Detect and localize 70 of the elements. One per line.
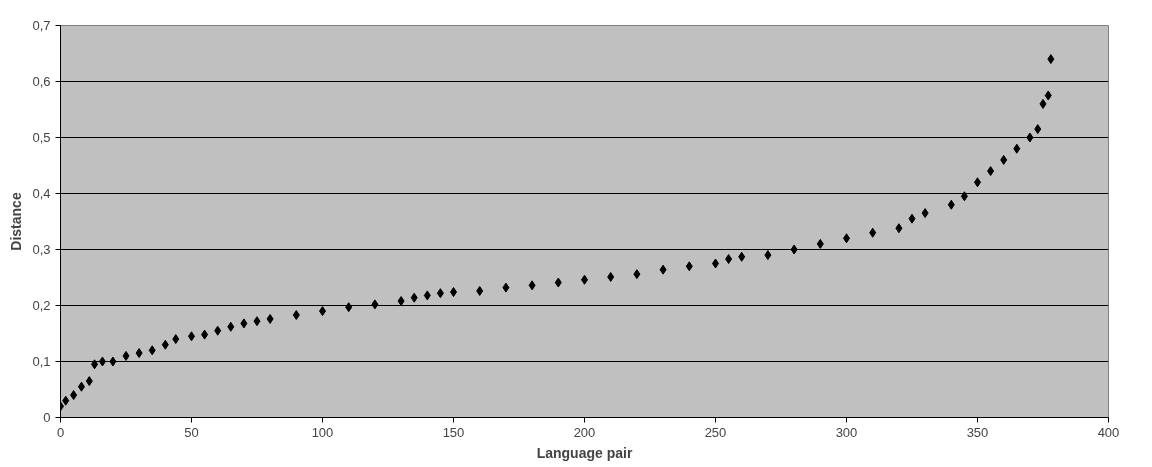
point [201,329,209,340]
point [135,348,143,359]
point [436,288,444,299]
point [685,261,693,272]
point [1044,90,1052,101]
point [476,285,484,296]
point [908,213,916,224]
point [987,166,995,177]
y-axis-title: Distance [8,192,25,251]
y-tick-label: 0 [43,410,51,425]
x-tick-label: 300 [835,424,858,440]
point [554,277,562,288]
y-tick-label: 0,6 [32,74,51,89]
point [1039,98,1047,109]
y-tick-label: 0,5 [32,130,51,145]
point [253,316,261,327]
point [240,318,248,329]
point [410,292,418,303]
point [725,254,733,265]
point [77,381,85,392]
point [62,395,70,406]
point [345,302,353,313]
point [161,339,169,350]
point [109,356,117,367]
point [227,321,235,332]
x-tick-label: 100 [311,424,334,440]
x-tick-label: 50 [184,424,199,440]
point [947,199,955,210]
y-tick-label: 0,2 [32,298,51,313]
point [869,227,877,238]
point [266,313,274,324]
y-tick-label: 0,7 [32,18,51,33]
y-tick-label: 0,1 [32,354,51,369]
point [816,238,824,249]
point [371,299,379,310]
point [98,356,106,367]
point [122,350,130,361]
point [528,280,536,291]
point [633,269,641,280]
point [1000,154,1008,165]
point [1013,143,1021,154]
x-tick-label: 400 [1097,424,1120,440]
x-tick-label: 150 [442,424,465,440]
y-tick-label: 0,3 [32,242,51,257]
point [70,390,78,401]
y-tick-label: 0,4 [32,186,51,201]
x-axis-title: Language pair [536,444,633,461]
point [764,250,772,261]
x-tick-label: 350 [966,424,989,440]
point [85,376,93,387]
point [790,244,798,255]
x-tick-label: 200 [573,424,596,440]
point [1034,124,1042,135]
x-tick-label: 250 [704,424,727,440]
point [921,208,929,219]
point [738,251,746,262]
point [960,191,968,202]
point [1047,54,1055,65]
point [607,271,615,282]
point [148,345,156,356]
x-tick-label: 0 [56,424,65,440]
point [172,334,180,345]
point [502,282,510,293]
point [423,290,431,301]
point [91,359,99,370]
point [895,223,903,234]
point [1026,132,1034,143]
point [214,325,222,336]
point [659,264,667,275]
point [292,310,300,321]
